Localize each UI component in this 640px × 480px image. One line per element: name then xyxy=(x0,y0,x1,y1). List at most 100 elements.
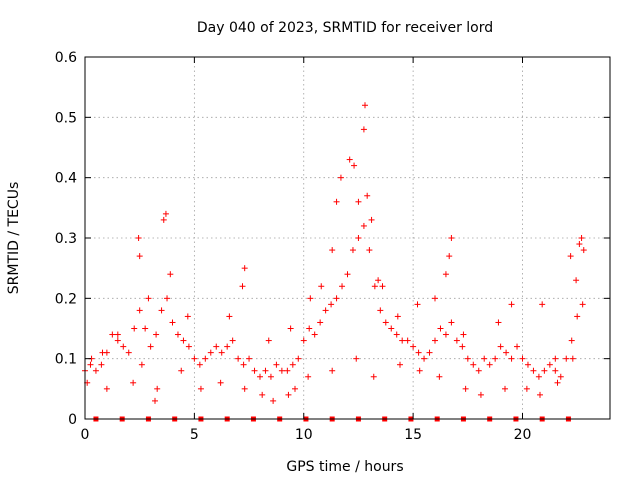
data-point xyxy=(388,325,395,332)
data-point xyxy=(99,349,106,356)
data-point xyxy=(360,126,367,133)
y-tick-label: 0.3 xyxy=(55,231,77,247)
data-point xyxy=(552,355,559,362)
data-point xyxy=(197,385,204,392)
data-point xyxy=(153,331,160,338)
data-point xyxy=(459,343,466,350)
data-point xyxy=(307,295,314,302)
data-point xyxy=(394,313,401,320)
chart-title: Day 040 of 2023, SRMTID for receiver lor… xyxy=(197,20,493,36)
data-point xyxy=(486,361,493,368)
data-point xyxy=(180,337,187,344)
data-point xyxy=(573,277,580,284)
data-point xyxy=(92,367,99,374)
data-point xyxy=(207,349,214,356)
data-point xyxy=(497,343,504,350)
data-point xyxy=(251,367,258,374)
data-point xyxy=(442,271,449,278)
x-axis-label: GPS time / hours xyxy=(286,459,403,475)
data-point xyxy=(346,156,353,163)
data-point xyxy=(226,313,233,320)
data-point xyxy=(184,313,191,320)
data-point xyxy=(265,337,272,344)
data-point xyxy=(317,319,324,326)
data-point xyxy=(267,373,274,380)
data-point xyxy=(546,361,553,368)
data-point xyxy=(229,337,236,344)
data-point xyxy=(239,283,246,290)
data-point xyxy=(399,337,406,344)
data-point xyxy=(130,379,137,386)
data-point xyxy=(397,361,403,368)
data-point xyxy=(257,373,263,380)
data-point xyxy=(481,355,488,362)
data-point xyxy=(262,367,269,374)
data-point xyxy=(508,301,515,308)
data-point xyxy=(136,253,143,260)
data-point xyxy=(368,216,375,223)
data-point xyxy=(557,373,564,380)
data-point xyxy=(475,367,482,374)
data-point xyxy=(333,295,340,302)
data-point xyxy=(235,355,242,362)
data-point xyxy=(576,241,583,248)
data-point xyxy=(103,385,110,392)
data-point xyxy=(300,337,307,344)
data-point xyxy=(364,192,371,199)
y-tick-label: 0.2 xyxy=(55,291,77,307)
data-point xyxy=(574,313,581,320)
data-point xyxy=(410,343,417,350)
data-point xyxy=(552,367,559,374)
data-point xyxy=(453,337,460,344)
data-point xyxy=(353,355,360,362)
data-point xyxy=(448,235,455,241)
data-point xyxy=(470,361,477,368)
data-point xyxy=(152,397,158,404)
data-point xyxy=(530,367,537,374)
data-point xyxy=(563,355,570,362)
data-point xyxy=(131,325,138,332)
data-point xyxy=(437,325,444,332)
data-point xyxy=(442,331,449,338)
data-point xyxy=(477,391,484,398)
data-point xyxy=(136,307,143,314)
data-point xyxy=(224,343,231,350)
data-point xyxy=(202,355,209,362)
data-point xyxy=(191,355,198,362)
data-point xyxy=(329,247,336,254)
data-point xyxy=(492,355,499,362)
data-point xyxy=(393,331,400,338)
data-point xyxy=(164,295,171,302)
data-point xyxy=(426,349,433,356)
data-point xyxy=(537,391,543,398)
axis-ticks xyxy=(84,56,610,420)
data-point xyxy=(421,355,428,362)
data-point xyxy=(366,247,373,254)
data-point xyxy=(554,379,561,386)
data-point xyxy=(362,102,368,109)
data-point xyxy=(147,343,154,350)
data-point xyxy=(213,343,220,350)
data-point xyxy=(292,385,298,392)
data-point xyxy=(462,385,469,392)
data-point xyxy=(339,283,346,290)
data-point xyxy=(360,222,367,229)
data-point xyxy=(142,325,149,332)
data-point xyxy=(579,301,586,308)
data-point xyxy=(246,355,253,362)
data-point xyxy=(241,265,248,272)
data-point xyxy=(349,247,356,254)
data-point xyxy=(145,295,152,302)
data-point xyxy=(523,385,530,392)
x-tick-label: 5 xyxy=(190,427,199,443)
data-point xyxy=(295,355,302,362)
data-point xyxy=(114,331,121,338)
data-point xyxy=(259,391,266,398)
data-point xyxy=(154,385,161,392)
x-tick-label: 20 xyxy=(514,427,532,443)
data-point xyxy=(333,198,340,205)
data-point xyxy=(432,337,438,344)
data-point xyxy=(382,319,389,326)
data-point xyxy=(138,361,145,368)
